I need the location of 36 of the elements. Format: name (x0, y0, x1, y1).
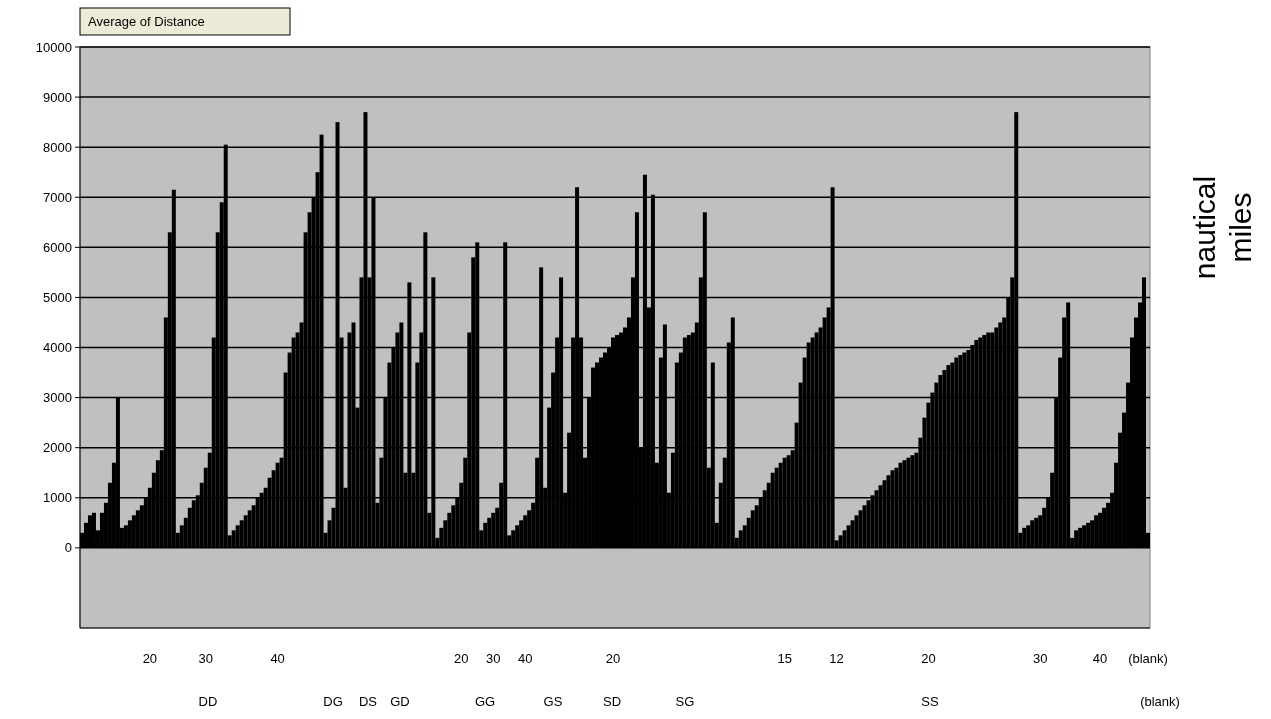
x-tick-label: 20 (142, 651, 158, 666)
y-tick-label: 9000 (43, 89, 72, 105)
text: GD (390, 694, 410, 709)
y-tick-label: 1000 (43, 490, 72, 506)
x-tick-label: 20 (921, 651, 936, 666)
text: GG (474, 694, 496, 709)
text: SS (921, 694, 939, 709)
x-tick-label: 30 (485, 651, 501, 666)
y-tick-label: 8000 (43, 139, 72, 155)
x-tick-label: 12 (829, 651, 844, 666)
x-tick-label: 40 (270, 651, 285, 666)
y-tick-label: 5000 (43, 289, 72, 305)
x-tick-label: 40 (1092, 651, 1108, 666)
x-tick-label: 20 (454, 651, 469, 666)
x-tick-label: 30 (198, 651, 213, 666)
y-tick-label: 0 (64, 540, 72, 556)
chart-title: Average of Distance (88, 14, 205, 29)
x-tick-label: 15 (777, 651, 792, 666)
x-tick-label: 20 (605, 651, 621, 666)
y-tick-label: 2000 (43, 440, 72, 456)
y-axis-title: nautical miles (1188, 175, 1257, 280)
y-tick-label: 6000 (43, 239, 72, 255)
text: SD (602, 694, 622, 709)
text: DS (358, 694, 378, 709)
y-tick-label: 10000 (35, 39, 72, 55)
x-tick-label: (blank) (1128, 651, 1168, 666)
y-tick-label: 7000 (43, 189, 72, 205)
text: GS (543, 694, 563, 709)
y-tick-label: 3000 (43, 390, 72, 406)
text: DD (198, 694, 218, 709)
text: SG (675, 694, 695, 709)
text: DG (323, 694, 343, 709)
x-tick-label: 40 (517, 651, 533, 666)
x-tick-label: 30 (1032, 651, 1048, 666)
text: (blank) (1140, 694, 1180, 709)
y-tick-label: 4000 (43, 340, 72, 356)
